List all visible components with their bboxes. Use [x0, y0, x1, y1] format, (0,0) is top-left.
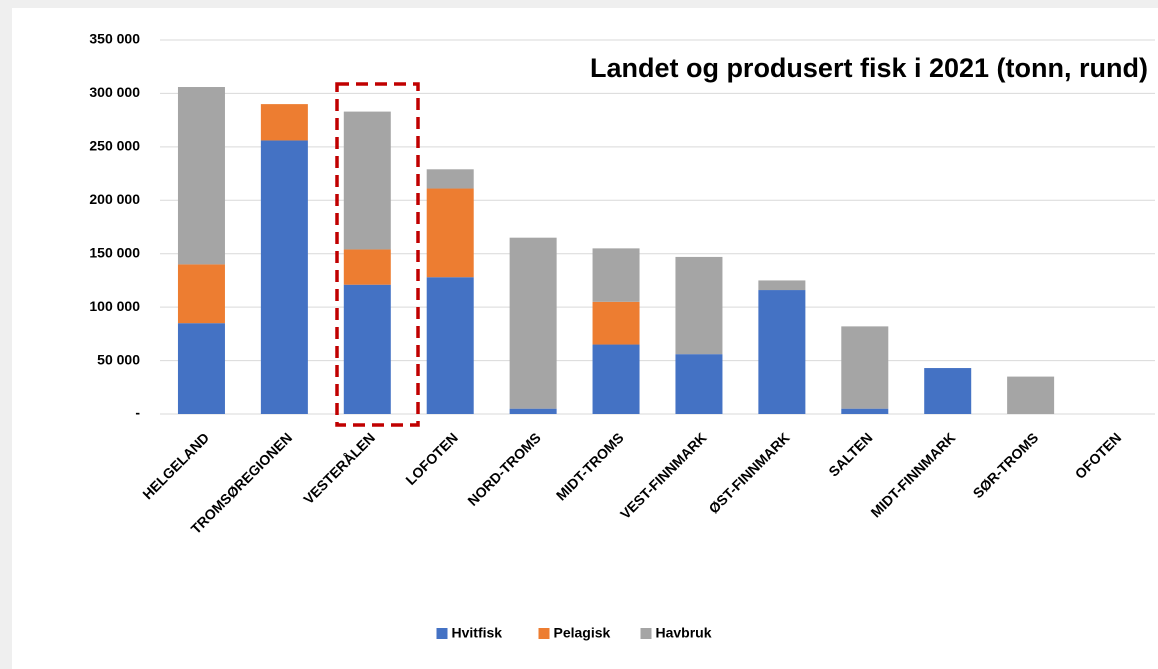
y-tick-label: 200 000: [89, 191, 140, 207]
y-tick-label: 350 000: [89, 31, 140, 47]
bar-segment: [426, 169, 474, 189]
bar-segment: [343, 111, 391, 250]
legend-swatch: [436, 628, 448, 639]
bar-segment: [758, 290, 806, 414]
bar-segment: [841, 326, 889, 409]
y-tick-label: -: [135, 405, 140, 421]
bar-segment: [426, 277, 474, 414]
bar-segment: [758, 280, 806, 291]
highlight-box: [335, 82, 420, 427]
legend-label: Pelagisk: [554, 625, 611, 641]
y-tick-label: 250 000: [89, 138, 140, 154]
y-tick-label: 100 000: [89, 298, 140, 314]
bar-segment: [343, 284, 391, 414]
bar-segment: [260, 104, 308, 141]
bar-segment: [260, 140, 308, 414]
bar-segment: [675, 256, 723, 355]
bar-segment: [1007, 376, 1055, 414]
bar-segment: [592, 301, 640, 345]
legend-swatch: [640, 628, 652, 639]
bar-segment: [675, 354, 723, 414]
y-tick-label: 50 000: [97, 351, 140, 367]
bar-segment: [592, 344, 640, 414]
bar-segment: [343, 249, 391, 285]
legend-swatch: [538, 628, 550, 639]
legend-label: Hvitfisk: [452, 625, 503, 641]
y-tick-label: 150 000: [89, 244, 140, 260]
bar-segment: [509, 408, 557, 414]
bar-segment: [509, 237, 557, 409]
bar-segment: [426, 188, 474, 278]
legend-label: Havbruk: [656, 625, 712, 641]
bar-segment: [924, 368, 972, 414]
chart-title: Landet og produsert fisk i 2021 (tonn, r…: [590, 53, 1148, 83]
bar-segment: [592, 248, 640, 302]
bar-segment: [841, 408, 889, 414]
bar-segment: [177, 87, 225, 265]
bar-segment: [177, 323, 225, 414]
y-tick-label: 300 000: [89, 84, 140, 100]
bar-segment: [177, 264, 225, 324]
